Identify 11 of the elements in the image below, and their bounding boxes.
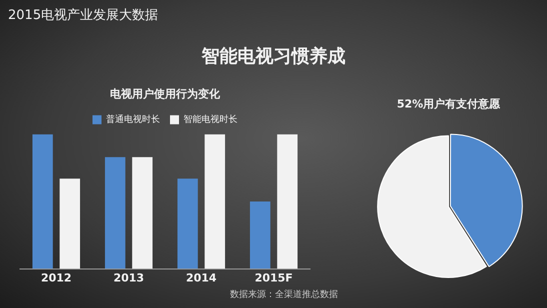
x-tick-label: 2015F bbox=[254, 271, 293, 284]
source-note: 数据来源：全渠道推总数据 bbox=[230, 288, 338, 301]
chart-title: 52%用户有支付意愿 bbox=[396, 97, 502, 110]
text: 智能电视习惯养成 bbox=[200, 45, 346, 68]
x-tick-label: 2014 bbox=[186, 271, 217, 284]
text: 2015电视产业发展大数据 bbox=[8, 7, 158, 24]
x-tick-label: 2013 bbox=[113, 271, 144, 284]
x-tick-label: 2012 bbox=[40, 271, 72, 284]
legend-label: 智能电视时长 bbox=[184, 114, 238, 126]
chart-title: 电视用户使用行为变化 bbox=[110, 87, 221, 100]
legend-label: 普通电视时长 bbox=[106, 114, 160, 126]
